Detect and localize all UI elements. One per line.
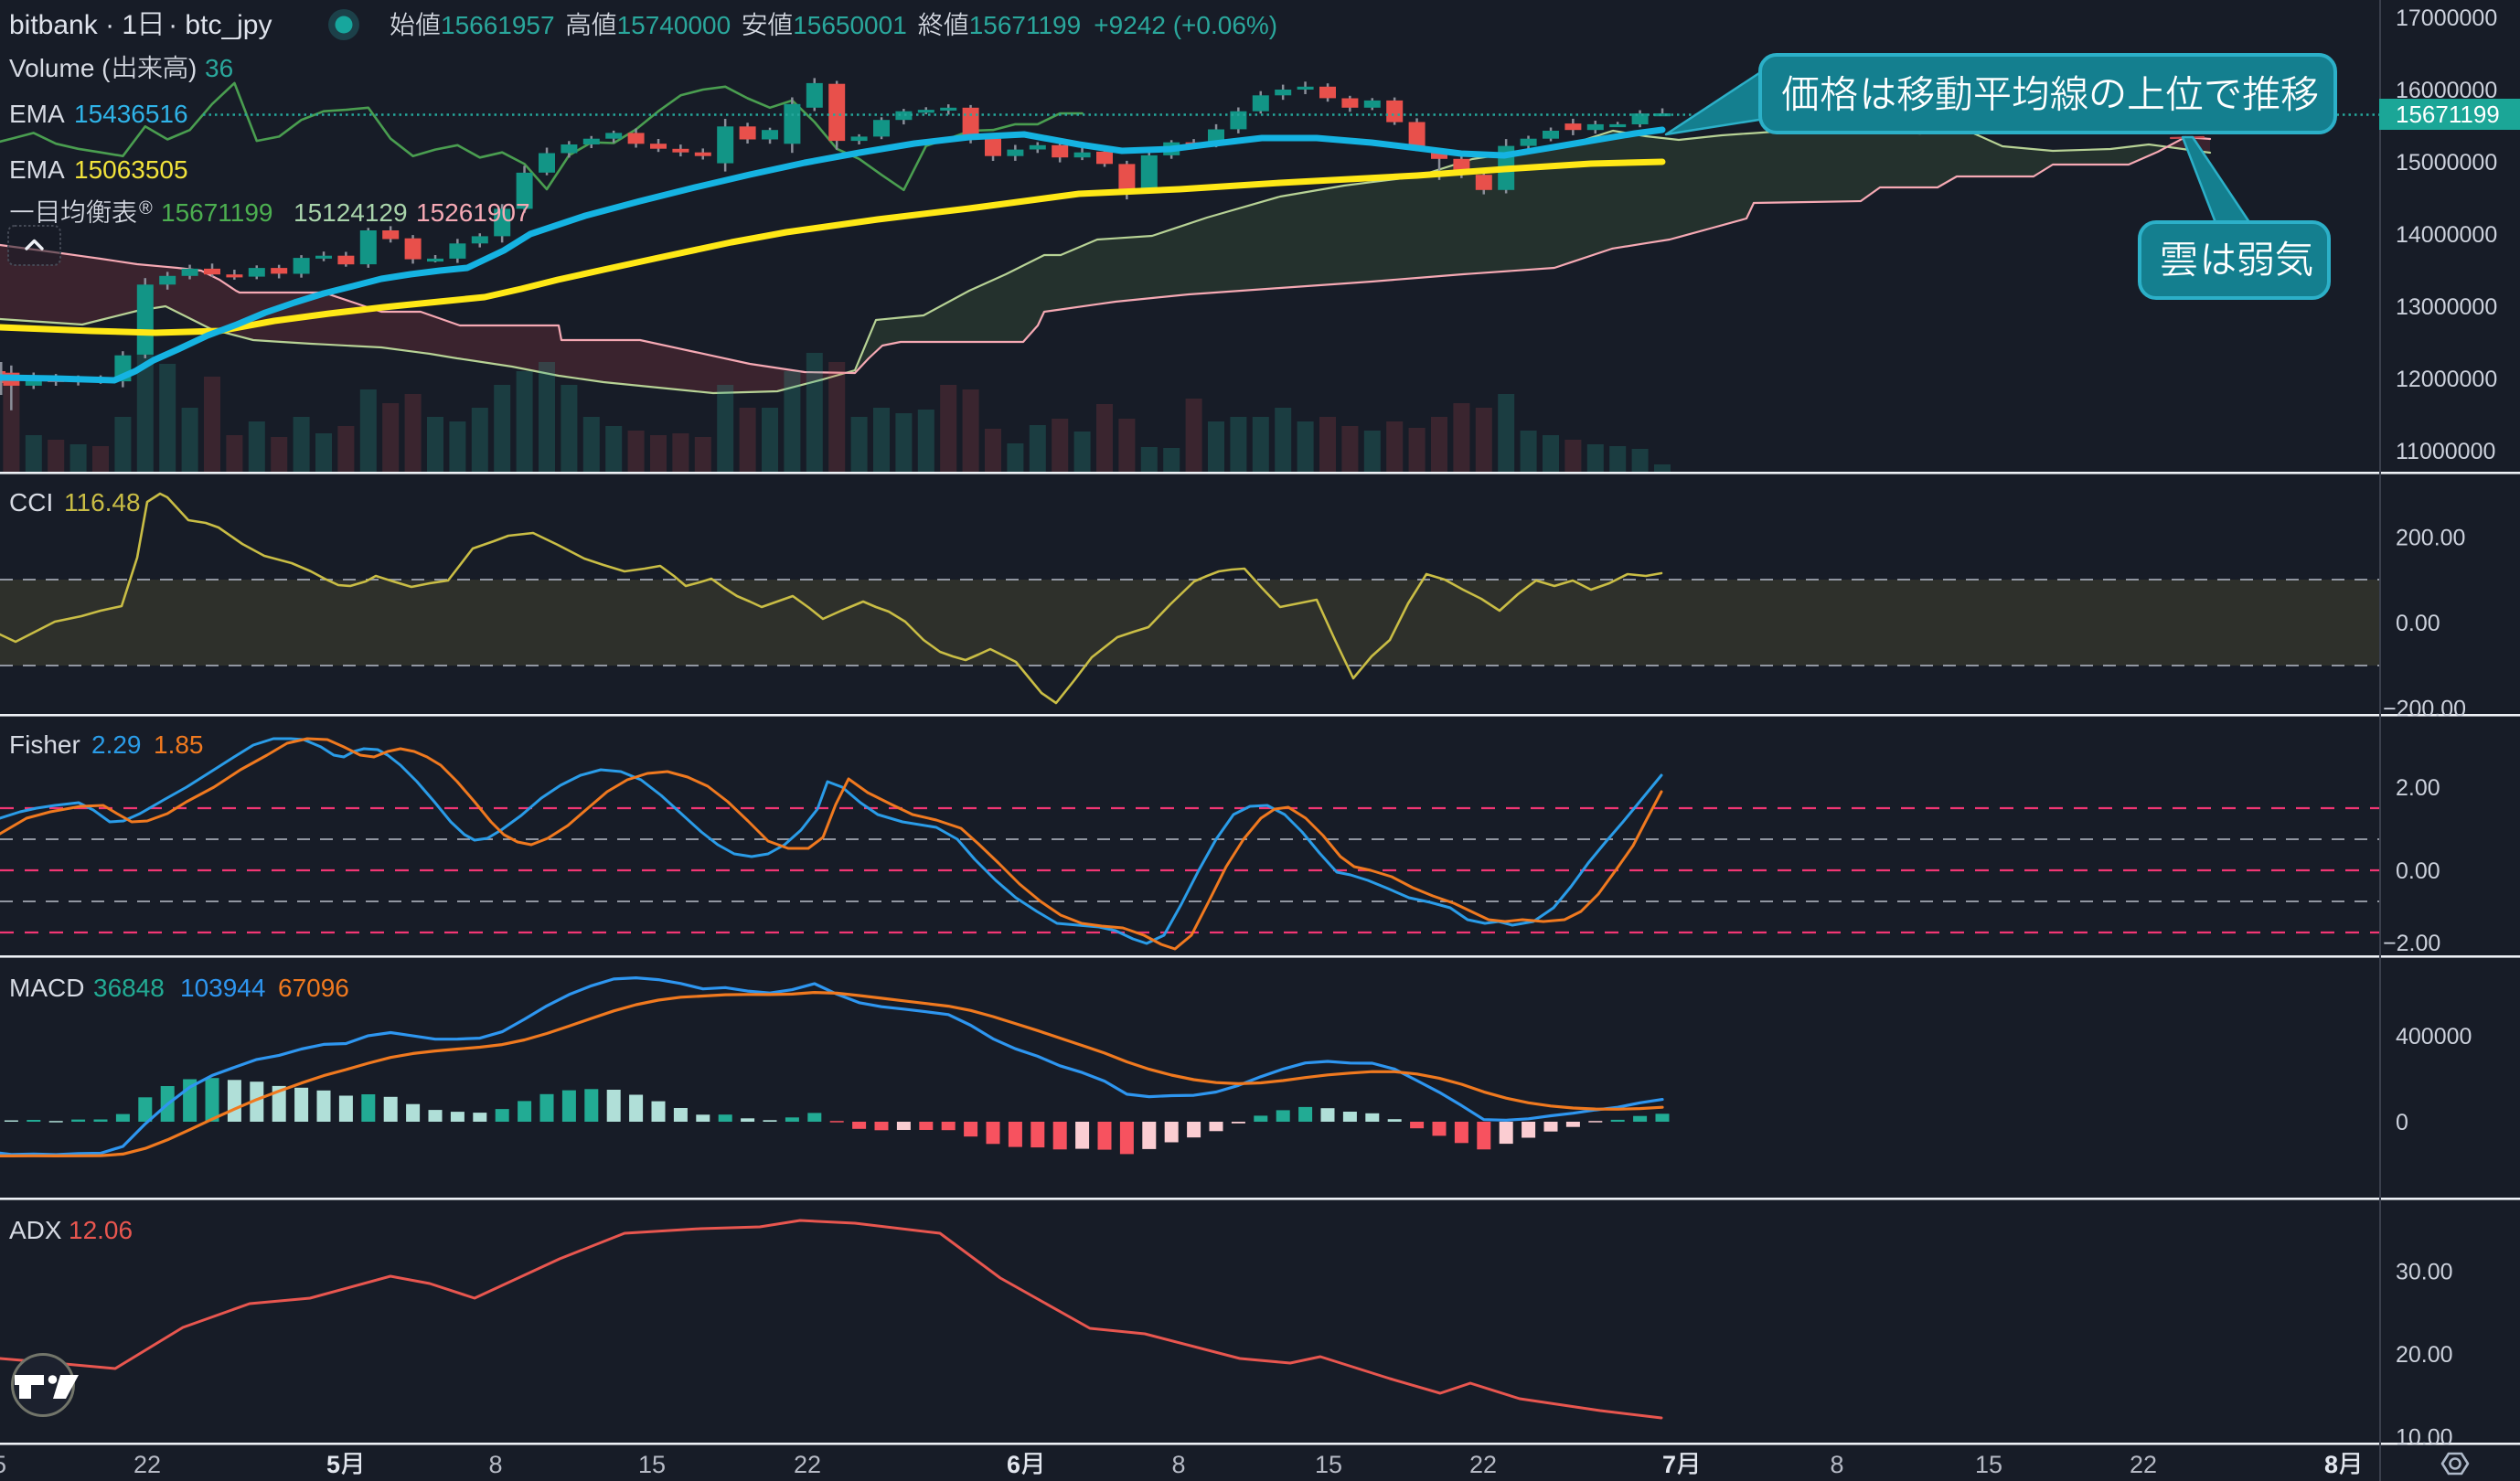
svg-text:22: 22: [794, 1451, 821, 1478]
svg-text:12000000: 12000000: [2396, 367, 2497, 392]
svg-text:®: ®: [139, 198, 153, 218]
svg-text:15261907: 15261907: [416, 198, 530, 227]
svg-text:8: 8: [1171, 1451, 1185, 1478]
svg-text:15671199: 15671199: [161, 198, 273, 227]
svg-text:15000000: 15000000: [2396, 150, 2497, 176]
svg-text:116.48: 116.48: [64, 488, 141, 517]
svg-text:400000: 400000: [2396, 1024, 2472, 1049]
svg-text:15124129: 15124129: [294, 198, 408, 227]
svg-text:200.00: 200.00: [2396, 525, 2465, 550]
svg-text:0.00: 0.00: [2396, 611, 2440, 636]
svg-text:22: 22: [2130, 1451, 2157, 1478]
svg-text:+9242 (+0.06%): +9242 (+0.06%): [1094, 11, 1277, 39]
svg-text:0: 0: [2396, 1110, 2408, 1135]
svg-text:EMA: EMA: [9, 155, 65, 184]
svg-text:14000000: 14000000: [2396, 222, 2497, 248]
svg-text:15: 15: [0, 1451, 6, 1478]
svg-text:8: 8: [1830, 1451, 1843, 1478]
svg-text:36848: 36848: [93, 974, 165, 1002]
svg-text:15: 15: [1315, 1451, 1342, 1478]
svg-text:· btc_jpy: · btc_jpy: [168, 10, 272, 40]
svg-text:Fisher: Fisher: [9, 730, 80, 759]
svg-text:ADX: ADX: [9, 1216, 62, 1244]
svg-text:11000000: 11000000: [2396, 439, 2495, 464]
svg-text:6: 6: [1007, 1451, 1020, 1478]
svg-text:15661957: 15661957: [441, 11, 555, 39]
svg-text:12.06: 12.06: [69, 1216, 133, 1244]
svg-text:MACD: MACD: [9, 974, 84, 1002]
svg-text:−200.00: −200.00: [2383, 697, 2466, 722]
svg-text:103944: 103944: [180, 974, 265, 1002]
svg-text:2.00: 2.00: [2396, 775, 2440, 801]
svg-text:17000000: 17000000: [2396, 5, 2497, 31]
svg-text:8: 8: [2324, 1451, 2338, 1478]
svg-text:67096: 67096: [278, 974, 349, 1002]
svg-text:8: 8: [488, 1451, 502, 1478]
svg-text:−2.00: −2.00: [2383, 931, 2440, 956]
svg-text:bitbank · 1: bitbank · 1: [9, 10, 137, 40]
svg-text:15063505: 15063505: [74, 155, 188, 184]
svg-text:Volume (: Volume (: [9, 54, 111, 82]
svg-text:22: 22: [133, 1451, 161, 1478]
svg-text:15436516: 15436516: [74, 100, 188, 128]
svg-text:15: 15: [1975, 1451, 2002, 1478]
svg-text:15671199: 15671199: [969, 11, 1082, 39]
svg-text:22: 22: [1469, 1451, 1497, 1478]
svg-text:0.00: 0.00: [2396, 858, 2440, 884]
svg-text:10.00: 10.00: [2396, 1425, 2453, 1451]
svg-text:CCI: CCI: [9, 488, 53, 517]
svg-text:7: 7: [1662, 1451, 1676, 1478]
svg-text:15: 15: [638, 1451, 666, 1478]
svg-text:13000000: 13000000: [2396, 294, 2497, 320]
svg-text:1.85: 1.85: [154, 730, 204, 759]
svg-text:): ): [188, 54, 197, 82]
svg-text:15671199: 15671199: [2396, 101, 2500, 128]
svg-text:36: 36: [205, 54, 233, 82]
svg-text:30.00: 30.00: [2396, 1260, 2453, 1285]
svg-text:15650001: 15650001: [793, 11, 907, 39]
svg-text:20.00: 20.00: [2396, 1342, 2453, 1368]
svg-text:5: 5: [326, 1451, 340, 1478]
svg-text:15740000: 15740000: [617, 11, 731, 39]
svg-text:EMA: EMA: [9, 100, 65, 128]
svg-text:2.29: 2.29: [91, 730, 142, 759]
